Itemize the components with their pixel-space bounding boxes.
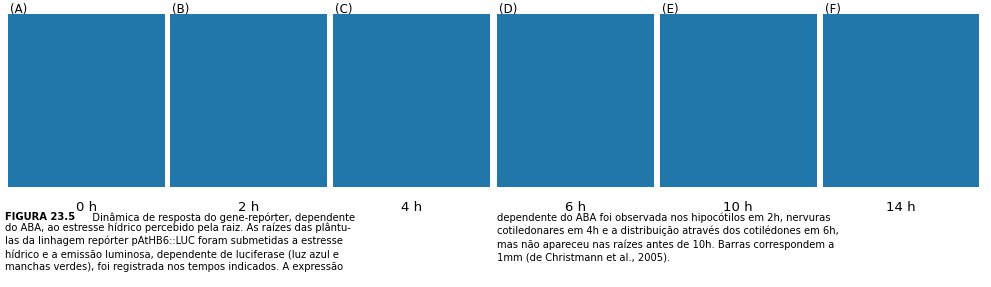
Text: Dinâmica de resposta do gene-repórter, dependente: Dinâmica de resposta do gene-repórter, d… [86,212,356,223]
Text: 2 h: 2 h [238,201,260,214]
Text: 4 h: 4 h [400,201,422,214]
Text: do ABA, ao estresse hídrico percebido pela raiz. As raízes das plântu-
las da li: do ABA, ao estresse hídrico percebido pe… [5,222,351,272]
Text: (D): (D) [499,3,518,16]
Bar [170,14,327,187]
Text: 14 h: 14 h [886,201,916,214]
Text: (C): (C) [335,3,353,16]
Text: 0 h: 0 h [75,201,97,214]
Text: 10 h: 10 h [723,201,753,214]
Bar [8,14,165,187]
Bar [823,14,979,187]
Text: (B): (B) [172,3,190,16]
Text: FIGURA 23.5: FIGURA 23.5 [5,212,75,222]
Bar [333,14,490,187]
Text: (A): (A) [10,3,27,16]
Text: (E): (E) [662,3,679,16]
Bar [497,14,654,187]
Text: (F): (F) [825,3,840,16]
Text: 6 h: 6 h [565,201,587,214]
Text: dependente do ABA foi observada nos hipocótilos em 2h, nervuras
cotiledonares em: dependente do ABA foi observada nos hipo… [497,212,839,263]
Bar [660,14,817,187]
